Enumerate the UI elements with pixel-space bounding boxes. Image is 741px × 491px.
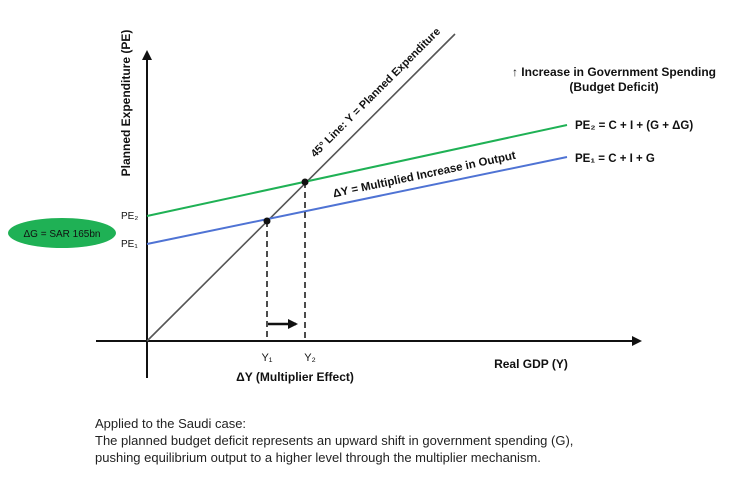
y2-tick-label: Y₂ — [304, 352, 316, 364]
pe1-curve-label: PE₁ = C + I + G — [575, 153, 655, 165]
caption-line-2: The planned budget deficit represents an… — [95, 433, 574, 448]
line-45-degree — [146, 33, 456, 342]
budget-deficit-subtitle: (Budget Deficit) — [569, 80, 658, 94]
delta-g-badge-label: ΔG = SAR 165bn — [23, 229, 100, 240]
y-axis-label: Planned Expenditure (PE) — [119, 30, 133, 177]
caption-line-3: pushing equilibrium output to a higher l… — [95, 450, 541, 465]
y1-tick-label: Y₁ — [261, 352, 272, 364]
pe2-curve — [146, 124, 568, 217]
spending-increase-title: ↑ Increase in Government Spending — [512, 65, 716, 79]
pe1-curve — [146, 156, 568, 245]
x-axis-label: Real GDP (Y) — [494, 357, 568, 371]
delta-g-badge — [8, 218, 116, 248]
delta-y-output-label: ΔY = Multiplied Increase in Output — [332, 150, 517, 201]
equilibrium-point-2 — [301, 178, 309, 186]
pe2-tick-label: PE₂ — [121, 211, 138, 222]
caption-block: Applied to the Saudi case: The planned b… — [95, 415, 715, 466]
caption-line-1: Applied to the Saudi case: — [95, 416, 247, 431]
equilibrium-point-1 — [263, 217, 271, 225]
multiplier-effect-label: ΔY (Multiplier Effect) — [236, 370, 354, 384]
line-45-label: 45° Line: Y = Planned Expenditure — [309, 26, 443, 160]
pe2-curve-label: PE₂ = C + I + (G + ΔG) — [575, 120, 693, 132]
pe1-tick-label: PE₁ — [121, 239, 138, 250]
